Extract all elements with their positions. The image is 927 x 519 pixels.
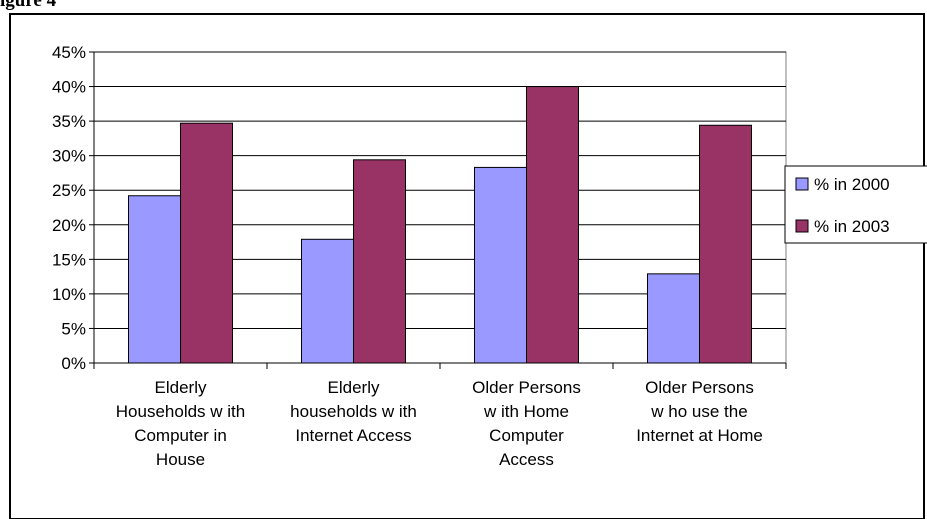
bars xyxy=(128,86,752,364)
y-tick-label: 10% xyxy=(52,285,86,304)
x-category-label: House xyxy=(156,450,205,469)
y-tick-label: 15% xyxy=(52,250,86,269)
bar-2000 xyxy=(474,166,527,364)
y-tick-label: 5% xyxy=(61,319,86,338)
x-category-label: Internet at Home xyxy=(636,426,763,445)
x-category-label: households w ith xyxy=(290,402,417,421)
y-tick-label: 40% xyxy=(52,78,86,97)
legend-swatch-2000 xyxy=(795,177,809,191)
x-category-label: Access xyxy=(499,450,554,469)
bar-2000 xyxy=(128,195,181,364)
y-tick-label: 0% xyxy=(61,354,86,373)
y-tick-label: 20% xyxy=(52,216,86,235)
y-tick-label: 35% xyxy=(52,112,86,131)
legend-label-2000: % in 2000 xyxy=(814,175,890,194)
bar-2003 xyxy=(180,122,233,364)
bar-2003 xyxy=(526,86,579,364)
x-category-label: Elderly xyxy=(155,378,207,397)
x-category-label: w ith Home xyxy=(483,402,569,421)
y-tick-label: 25% xyxy=(52,181,86,200)
x-category-label: Households w ith xyxy=(116,402,245,421)
x-category-label: Elderly xyxy=(328,378,380,397)
y-tick-label: 45% xyxy=(52,43,86,62)
x-category-label: Computer in xyxy=(134,426,227,445)
y-tick-label: 30% xyxy=(52,147,86,166)
x-axis-labels: Elderly Households w ith Computer in House E… xyxy=(116,378,763,469)
bar-2000 xyxy=(647,273,700,364)
x-category-label: Older Persons xyxy=(645,378,754,397)
legend-label-2003: % in 2003 xyxy=(814,217,890,236)
bar-2003 xyxy=(699,124,752,364)
legend-box xyxy=(784,165,927,244)
bar-2000 xyxy=(301,238,354,364)
x-category-label: Older Persons xyxy=(472,378,581,397)
x-category-label: Computer xyxy=(489,426,564,445)
y-axis-ticks: 0% 5% 10% 15% 20% 25% 30% 35% 40% 45% xyxy=(52,43,94,373)
x-category-label: w ho use the xyxy=(650,402,747,421)
legend-swatch-2003 xyxy=(795,219,809,233)
bar-2003 xyxy=(353,159,406,364)
legend: % in 2000 % in 2003 xyxy=(784,165,927,244)
axes xyxy=(93,52,787,369)
figure-caption: igure 4 xyxy=(0,0,57,11)
x-category-label: Internet Access xyxy=(295,426,411,445)
